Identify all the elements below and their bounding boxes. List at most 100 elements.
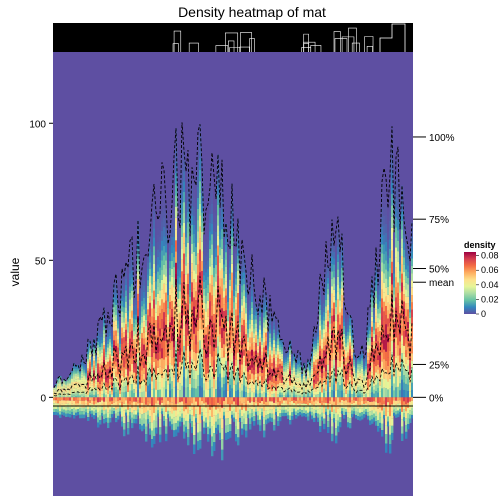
- density-cell: [217, 255, 220, 266]
- density-cell: [173, 307, 176, 318]
- density-cell: [91, 368, 94, 371]
- density-cell: [153, 272, 156, 282]
- density-cell: [243, 319, 246, 326]
- density-cell: [71, 372, 74, 374]
- density-cell: [101, 384, 104, 388]
- density-cell: [205, 319, 208, 327]
- density-cell: [217, 397, 220, 403]
- density-cell: [275, 354, 278, 358]
- density-cell: [357, 362, 360, 364]
- density-cell: [63, 397, 66, 401]
- density-cell: [63, 390, 66, 392]
- density-cell: [197, 441, 200, 451]
- density-cell: [161, 172, 164, 182]
- density-cell: [195, 418, 198, 423]
- density-cell: [291, 408, 294, 413]
- density-cell: [149, 409, 152, 417]
- density-cell: [135, 343, 138, 349]
- density-cell: [239, 341, 242, 346]
- density-cell: [171, 244, 174, 253]
- density-cell: [139, 301, 142, 307]
- density-cell: [197, 175, 200, 187]
- density-cell: [379, 295, 382, 302]
- density-cell: [291, 355, 294, 358]
- density-cell: [183, 325, 186, 336]
- density-cell: [353, 384, 356, 387]
- density-cell: [203, 370, 206, 377]
- density-cell: [93, 368, 96, 371]
- density-cell: [123, 357, 126, 363]
- density-cell: [325, 247, 328, 255]
- density-cell: [107, 333, 110, 337]
- density-cell: [327, 288, 330, 295]
- density-cell: [209, 213, 212, 223]
- density-cell: [255, 350, 258, 355]
- density-cell: [81, 372, 84, 375]
- density-cell: [373, 413, 376, 418]
- density-cell: [207, 204, 210, 213]
- density-cell: [255, 362, 258, 367]
- density-cell: [129, 305, 132, 313]
- density-cell: [239, 284, 242, 290]
- density-cell: [331, 323, 334, 331]
- density-cell: [333, 405, 336, 410]
- density-cell: [137, 330, 140, 339]
- density-cell: [59, 407, 62, 412]
- density-cell: [289, 354, 292, 357]
- density-cell: [201, 387, 204, 398]
- density-cell: [179, 284, 182, 292]
- density-cell: [365, 395, 368, 398]
- density-cell: [75, 375, 78, 377]
- density-cell: [143, 350, 146, 357]
- density-cell: [53, 397, 56, 401]
- density-cell: [171, 220, 174, 229]
- density-cell: [317, 342, 320, 346]
- density-cell: [381, 298, 384, 308]
- density-cell: [343, 306, 346, 311]
- density-cell: [63, 391, 66, 393]
- density-cell: [363, 367, 366, 370]
- density-cell: [185, 293, 188, 304]
- density-cell: [153, 326, 156, 336]
- density-cell: [347, 422, 350, 428]
- density-cell: [295, 370, 298, 372]
- density-cell: [157, 345, 160, 353]
- density-cell: [171, 228, 174, 237]
- density-cell: [351, 361, 354, 366]
- density-cell: [241, 384, 244, 391]
- density-cell: [145, 337, 148, 344]
- density-cell: [263, 332, 266, 338]
- density-cell: [285, 374, 288, 377]
- density-cell: [93, 382, 96, 386]
- density-cell: [73, 375, 76, 378]
- density-cell: [381, 280, 384, 290]
- density-cell: [155, 312, 158, 320]
- density-cell: [345, 400, 348, 404]
- density-cell: [231, 228, 234, 237]
- density-cell: [77, 393, 80, 395]
- density-cell: [95, 392, 98, 394]
- density-cell: [79, 380, 82, 383]
- density-cell: [197, 364, 200, 376]
- density-cell: [251, 367, 254, 374]
- density-cell: [107, 368, 110, 373]
- density-cell: [333, 296, 336, 303]
- density-cell: [231, 245, 234, 255]
- density-cell: [135, 309, 138, 315]
- density-cell: [147, 406, 150, 411]
- density-cell: [83, 392, 86, 395]
- density-cell: [65, 381, 68, 383]
- density-cell: [117, 378, 120, 383]
- density-cell: [155, 415, 158, 422]
- density-cell: [225, 368, 228, 376]
- density-cell: [275, 387, 278, 391]
- density-cell: [229, 298, 232, 305]
- density-cell: [211, 285, 214, 296]
- density-cell: [323, 413, 326, 419]
- density-cell: [231, 254, 234, 264]
- density-cell: [171, 373, 174, 382]
- density-cell: [157, 407, 160, 411]
- density-cell: [89, 354, 92, 358]
- density-cell: [237, 389, 240, 398]
- density-cell: [155, 265, 158, 274]
